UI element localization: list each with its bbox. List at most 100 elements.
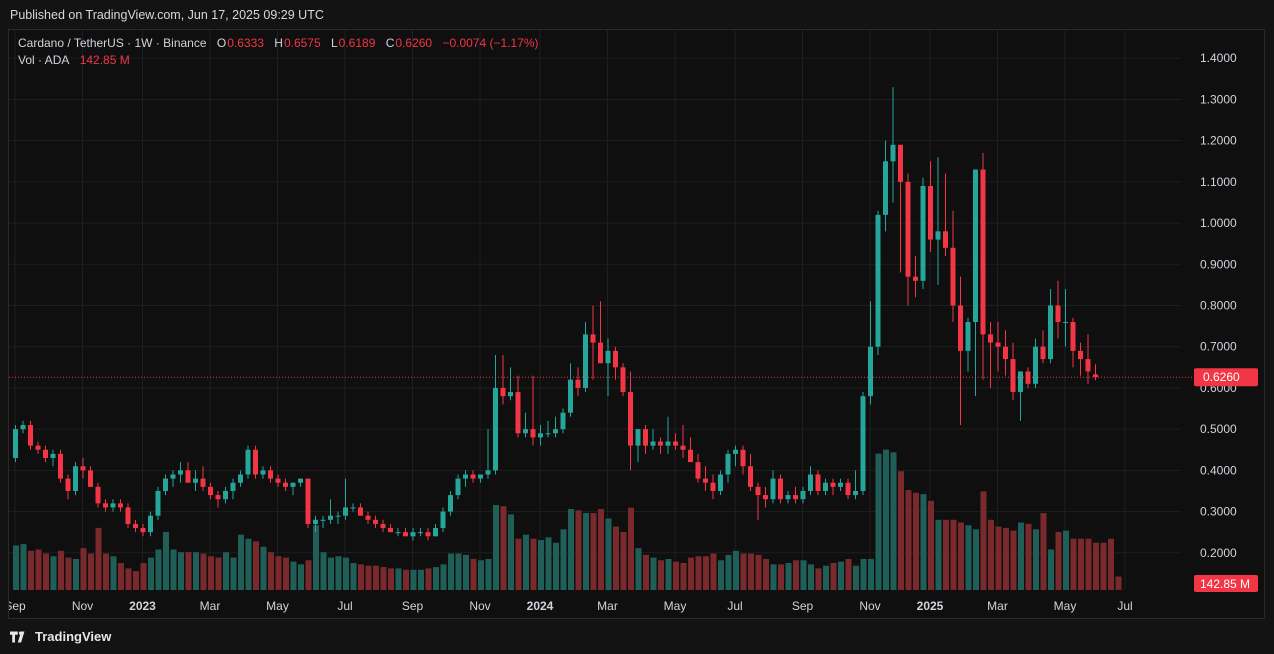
candle-body bbox=[740, 449, 746, 467]
volume-bar bbox=[898, 471, 904, 590]
candle-body bbox=[478, 474, 483, 479]
y-tick-label: 0.4000 bbox=[1200, 463, 1237, 477]
candle-body bbox=[868, 346, 873, 397]
candle-body bbox=[328, 515, 333, 520]
candle-body bbox=[388, 528, 393, 533]
candle-body bbox=[943, 231, 948, 248]
candle-body bbox=[245, 449, 251, 475]
candle-body bbox=[1093, 374, 1098, 378]
candle-body bbox=[440, 511, 446, 529]
volume-bar bbox=[1018, 522, 1024, 590]
volume-bar bbox=[688, 557, 694, 590]
candle-body bbox=[778, 478, 783, 500]
candle-body bbox=[283, 482, 288, 487]
candle-body bbox=[455, 478, 461, 496]
candle-body bbox=[898, 144, 903, 182]
volume-bar bbox=[800, 560, 807, 590]
candle-body bbox=[658, 441, 663, 446]
volume-bar bbox=[545, 537, 552, 590]
candle-body bbox=[628, 392, 633, 446]
volume-bar bbox=[530, 538, 537, 590]
volume-value: 142.85 M bbox=[79, 53, 130, 67]
chart-frame[interactable]: 1.4000 1.3000 1.2000 1.1000 1.0000 0.9000 0.80… bbox=[8, 29, 1265, 619]
last-price-badge bbox=[1194, 368, 1258, 387]
candle-body bbox=[395, 532, 401, 534]
volume-bar bbox=[275, 556, 282, 590]
x-tick-label: Nov bbox=[469, 599, 490, 613]
volume-bar bbox=[350, 563, 357, 590]
last-price-label: 0.6260 bbox=[1203, 370, 1240, 384]
candle-body bbox=[530, 429, 536, 438]
candle-body bbox=[380, 523, 386, 529]
volume-bar bbox=[403, 569, 409, 590]
candle-body bbox=[845, 482, 851, 496]
candle-body bbox=[178, 470, 183, 475]
candle-body bbox=[470, 474, 476, 479]
volume-bar bbox=[1115, 576, 1122, 590]
candle-body bbox=[1040, 346, 1046, 360]
volume-bar bbox=[830, 563, 837, 590]
y-tick-label: 1.3000 bbox=[1200, 92, 1237, 106]
volume-bar bbox=[215, 557, 222, 590]
volume-bar bbox=[478, 560, 484, 590]
x-tick-label: Mar bbox=[597, 599, 618, 613]
candle-body bbox=[508, 392, 513, 397]
last-volume-label: 142.85 M bbox=[1200, 577, 1250, 591]
volume-bar bbox=[935, 519, 942, 590]
volume-bar bbox=[343, 557, 349, 590]
volume-bar bbox=[260, 546, 267, 590]
x-tick-label: 2025 bbox=[917, 599, 944, 613]
tradingview-logo-icon bbox=[10, 630, 25, 643]
volume-bar bbox=[628, 507, 634, 590]
x-tick-label: Mar bbox=[200, 599, 221, 613]
volume-bar bbox=[680, 563, 687, 590]
candlestick-chart[interactable]: 1.4000 1.3000 1.2000 1.1000 1.0000 0.9000 0.80… bbox=[9, 30, 1264, 618]
candle-body bbox=[920, 186, 926, 281]
candle-body bbox=[958, 305, 963, 351]
candle-body bbox=[148, 515, 153, 533]
open-value: 0.6333 bbox=[227, 36, 264, 50]
volume-bar bbox=[485, 558, 492, 590]
candle-body bbox=[448, 495, 453, 512]
candle-body bbox=[1078, 350, 1083, 360]
volume-bar bbox=[1085, 538, 1092, 590]
footer-brand[interactable]: TradingView bbox=[10, 629, 111, 644]
candle-body bbox=[185, 470, 191, 483]
candle-body bbox=[253, 449, 258, 475]
volume-bar bbox=[913, 492, 919, 590]
volume-bar bbox=[140, 563, 147, 590]
symbol-label[interactable]: Cardano / TetherUS · 1W · Binance bbox=[18, 36, 207, 50]
y-tick-label: 1.4000 bbox=[1200, 51, 1237, 65]
candle-body bbox=[58, 453, 63, 479]
volume-bar bbox=[328, 557, 334, 590]
volume-bar bbox=[470, 558, 477, 590]
candle-body bbox=[223, 490, 228, 500]
change-value: −0.0074 (−1.17%) bbox=[442, 36, 539, 50]
brand-name: TradingView bbox=[35, 629, 112, 644]
x-tick-label: 2024 bbox=[527, 599, 554, 613]
candle-body bbox=[215, 495, 221, 500]
volume-bar bbox=[823, 565, 829, 590]
high-label: H bbox=[274, 36, 283, 50]
volume-bar bbox=[418, 569, 424, 590]
volume-bar bbox=[950, 519, 957, 590]
volume-bar bbox=[230, 557, 237, 590]
volume-bar bbox=[80, 548, 87, 590]
volume-bar bbox=[808, 564, 814, 590]
volume-bar bbox=[988, 519, 994, 590]
volume-bar bbox=[868, 558, 874, 590]
candle-body bbox=[808, 474, 813, 491]
volume-bar bbox=[733, 550, 739, 590]
candle-body bbox=[590, 334, 596, 343]
volume-bar bbox=[815, 568, 822, 590]
volume-bar bbox=[958, 522, 964, 590]
candle-body bbox=[703, 478, 708, 483]
volume-bar bbox=[170, 549, 177, 590]
volume-label[interactable]: Vol · ADA bbox=[18, 53, 70, 67]
candle-body bbox=[500, 387, 506, 397]
candle-body bbox=[665, 441, 671, 446]
volume-bar bbox=[35, 549, 42, 590]
volume-bar bbox=[778, 564, 784, 590]
volume-bar bbox=[785, 563, 792, 590]
candle-body bbox=[718, 474, 723, 491]
